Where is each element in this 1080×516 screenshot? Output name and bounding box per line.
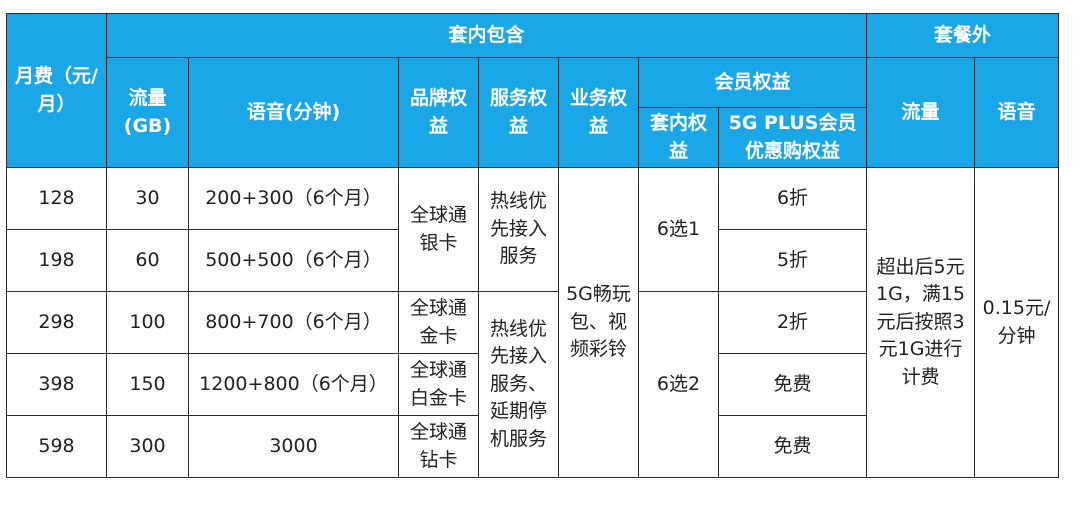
data-cell: 100 bbox=[106, 291, 189, 354]
header-voice-minutes: 语音(分钟) bbox=[188, 57, 399, 168]
header-in-package-rights: 套内权 益 bbox=[638, 107, 719, 168]
overage-data-cell: 超出后5元 1G，满15 元后按照3 元1G进行 计费 bbox=[866, 167, 976, 478]
monthly-fee-cell: 128 bbox=[6, 167, 107, 230]
discount-cell: 6折 bbox=[717, 167, 868, 230]
data-cell: 30 bbox=[106, 167, 189, 230]
overage-voice-cell: 0.15元/ 分钟 bbox=[974, 167, 1060, 478]
header-monthly-fee: 月费（元/ 月） bbox=[6, 13, 107, 168]
header-overage: 套餐外 bbox=[866, 13, 1060, 58]
data-cell: 60 bbox=[106, 229, 189, 292]
header-brand-rights: 品牌权 益 bbox=[398, 57, 479, 168]
discount-cell: 2折 bbox=[717, 291, 868, 354]
brand-rights-cell: 全球通 金卡 bbox=[398, 291, 479, 354]
business-rights-cell: 5G畅玩 包、视 频彩铃 bbox=[558, 167, 639, 478]
voice-cell: 800+700（6个月） bbox=[188, 291, 399, 354]
brand-rights-cell: 全球通 银卡 bbox=[398, 167, 479, 292]
voice-cell: 3000 bbox=[188, 415, 399, 478]
header-member-rights: 会员权益 bbox=[637, 57, 868, 108]
header-plus-member-rights: 5G PLUS会员 优惠购权益 bbox=[717, 107, 868, 168]
table-row: 298 100 800+700（6个月） 全球通 金卡 热线优 先接入 服务、 … bbox=[6, 291, 1059, 478]
voice-cell: 500+500（6个月） bbox=[188, 229, 399, 292]
data-cell: 150 bbox=[106, 353, 189, 416]
brand-rights-cell: 全球通 白金卡 bbox=[398, 353, 479, 416]
voice-cell: 1200+800（6个月） bbox=[188, 353, 399, 416]
monthly-fee-cell: 198 bbox=[6, 229, 107, 292]
header-row-2: 流量 (GB) 语音(分钟) 品牌权 益 服务权 益 业务权 益 会员权益 流量… bbox=[7, 57, 1060, 168]
service-rights-cell: 热线优 先接入 服务 bbox=[478, 167, 559, 292]
table-row: 598 300 3000 全球通 钻卡 免费 bbox=[6, 415, 1059, 478]
table-row: 198 60 500+500（6个月） 5折 bbox=[6, 229, 1059, 292]
member-choice-cell: 6选2 bbox=[638, 291, 719, 478]
monthly-fee-cell: 298 bbox=[6, 291, 107, 354]
monthly-fee-cell: 598 bbox=[6, 415, 107, 478]
package-table: 月费（元/ 月） 套内包含 套餐外 流量 (GB) 语音(分钟) 品牌权 益 服… bbox=[6, 13, 1060, 478]
table-row: 128 30 200+300（6个月） 全球通 银卡 热线优 先接入 服务 5G… bbox=[6, 167, 1060, 478]
voice-cell: 200+300（6个月） bbox=[188, 167, 399, 230]
header-included: 套内包含 bbox=[105, 13, 868, 58]
header-row-3: 套内权 益 5G PLUS会员 优惠购权益 bbox=[7, 107, 1059, 168]
discount-cell: 5折 bbox=[717, 229, 868, 292]
member-choice-cell: 6选1 bbox=[638, 167, 719, 292]
header-row-1: 月费（元/ 月） 套内包含 套餐外 bbox=[6, 13, 1060, 168]
discount-cell: 免费 bbox=[717, 415, 868, 478]
monthly-fee-cell: 398 bbox=[6, 353, 107, 416]
service-rights-cell: 热线优 先接入 服务、 延期停 机服务 bbox=[478, 291, 559, 478]
data-cell: 300 bbox=[106, 415, 189, 478]
brand-rights-cell: 全球通 钻卡 bbox=[398, 415, 479, 478]
header-service-rights: 服务权 益 bbox=[478, 57, 559, 168]
header-overage-voice: 语音 bbox=[974, 57, 1060, 168]
discount-cell: 免费 bbox=[717, 353, 868, 416]
header-data-gb: 流量 (GB) bbox=[106, 57, 189, 168]
header-business-rights: 业务权 益 bbox=[558, 57, 639, 168]
table-row: 398 150 1200+800（6个月） 全球通 白金卡 免费 bbox=[6, 353, 1059, 416]
header-overage-data: 流量 bbox=[866, 57, 976, 168]
